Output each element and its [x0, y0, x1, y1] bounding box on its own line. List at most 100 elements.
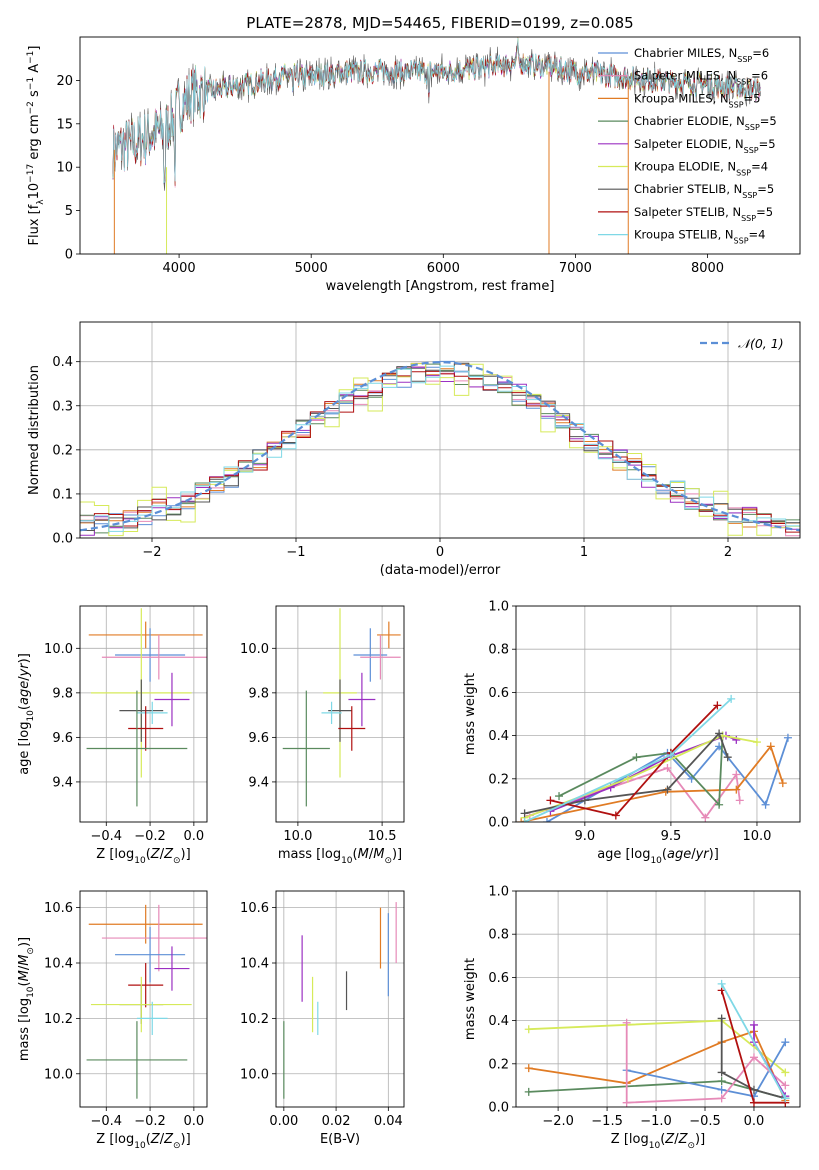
panel-weight_vs_Z: −2.0 −1.5 −1.0 −0.5 0.0 0.0 0.2 0.4 0.6 0.8 1.0 Z [… — [463, 885, 801, 1151]
weight-marker-kroupa_elodie — [781, 1068, 790, 1077]
spectrum-legend: Chabrier MILES, NSSP=6 Salpeter MILES, NS… — [598, 46, 777, 245]
x-tick-label: 7000 — [559, 261, 592, 276]
axes-frame — [79, 36, 801, 255]
legend-label: Kroupa STELIB, NSSP=4 — [634, 228, 765, 246]
x-tick-label: 2 — [724, 545, 732, 560]
panel-age_vs_Z: −0.4 −0.2 0.0 9.4 9.6 9.8 10.0 Z [log10(Z/Z⊙)] a… — [17, 605, 208, 866]
y-tick-label: 10.6 — [240, 901, 269, 916]
y-tick-label: 0 — [65, 248, 73, 263]
y-tick-label: 9.8 — [52, 686, 73, 701]
y-tick-label: 10.0 — [44, 642, 73, 657]
weight-marker-salpeter_miles — [781, 1081, 790, 1090]
x-tick-label: −1.0 — [640, 1114, 672, 1129]
plot-area-mass_vs_Z — [80, 891, 207, 1107]
y-tick-label: 10.0 — [240, 1067, 269, 1082]
weight-series-salpeter_elodie — [550, 734, 737, 813]
weight-marker-kroupa_miles — [517, 818, 526, 822]
weight-marker-kroupa_stelib — [781, 1094, 790, 1103]
y-axis-label: age [log10(age/yr)] — [17, 653, 36, 775]
weight-marker-salpeter_miles — [735, 796, 744, 805]
weight-marker-chabrier_stelib — [717, 1014, 726, 1023]
x-tick-label: 4000 — [163, 261, 196, 276]
weight-series-chabrier_miles — [546, 737, 789, 822]
y-axis-label: Flux [fλ10−17 erg cm−2 s−1 A−1] — [26, 46, 46, 246]
x-axis-label: Z [log10(Z/Z⊙)] — [96, 1132, 190, 1151]
weight-marker-kroupa_miles — [766, 742, 775, 751]
weight-marker-kroupa_miles — [732, 785, 741, 794]
x-tick-label: 5000 — [295, 261, 328, 276]
panel-spectrum: 4000 5000 6000 7000 8000 0 5 10 15 20 Chabrier MIL… — [26, 36, 801, 294]
y-tick-label: 20 — [56, 74, 73, 89]
panel-mass_vs_ebv: 0.00 0.02 0.04 10.0 10.2 10.4 10.6 E(B-V) — [240, 890, 405, 1147]
spectrum-series-kroupa_stelib — [112, 37, 761, 184]
weight-series-chabrier_elodie — [528, 1080, 786, 1100]
y-tick-label: 10.0 — [240, 642, 269, 657]
y-tick-label: 0.4 — [488, 729, 509, 744]
axes-frame — [275, 890, 405, 1108]
y-tick-label: 0.8 — [488, 643, 509, 658]
x-tick-label: 0.0 — [184, 829, 205, 844]
x-tick-label: 10.0 — [742, 829, 771, 844]
weight-series-kroupa_miles — [521, 744, 784, 822]
y-tick-label: 9.4 — [248, 775, 269, 790]
plot-area-age_vs_Z — [80, 606, 207, 822]
x-tick-label: 0.00 — [269, 1114, 298, 1129]
weight-series-chabrier_stelib — [720, 1018, 786, 1100]
y-tick-label: 0.4 — [52, 355, 73, 370]
weight-marker-kroupa_stelib — [666, 751, 675, 760]
y-tick-label: 0.2 — [52, 443, 73, 458]
legend-label: Salpeter STELIB, NSSP=5 — [634, 205, 773, 223]
weight-marker-chabrier_elodie — [632, 753, 641, 762]
y-tick-label: 0.6 — [488, 971, 509, 986]
y-tick-label: 5 — [65, 204, 73, 219]
weight-marker-kroupa_stelib — [717, 979, 726, 988]
panel-mass_vs_Z: −0.4 −0.2 0.0 10.0 10.2 10.4 10.6 Z [log10(Z/Z⊙… — [17, 890, 208, 1151]
weight-marker-kroupa_miles — [524, 1064, 533, 1073]
x-tick-label: 10.5 — [368, 829, 397, 844]
weight-marker-salpeter_elodie — [732, 735, 741, 744]
y-tick-label: 10 — [56, 161, 73, 176]
x-tick-label: 9.0 — [575, 829, 596, 844]
y-axis-label: Normed distribution — [27, 365, 42, 495]
spectrum-series-salpeter_elodie — [112, 40, 761, 185]
weight-marker-kroupa_stelib — [520, 818, 529, 822]
weight-marker-salpeter_miles — [732, 770, 741, 779]
weight-marker-salpeter_stelib — [713, 701, 722, 710]
x-tick-label: −2 — [142, 545, 161, 560]
x-tick-label: −0.5 — [689, 1114, 721, 1129]
plot-area-residuals — [80, 322, 800, 538]
x-tick-label: 10.0 — [283, 829, 312, 844]
weight-marker-chabrier_stelib — [580, 796, 589, 805]
plot-area-age_vs_mass — [276, 606, 404, 822]
weight-marker-salpeter_miles — [749, 1053, 758, 1062]
axes-frame — [515, 890, 801, 1108]
weight-marker-kroupa_miles — [778, 779, 787, 788]
weight-marker-chabrier_elodie — [715, 800, 724, 809]
weight-marker-kroupa_elodie — [623, 774, 632, 783]
y-axis-label: mass weight — [463, 673, 478, 755]
y-tick-label: 10.0 — [44, 1067, 73, 1082]
x-tick-label: 0.0 — [184, 1114, 205, 1129]
y-tick-label: 0.1 — [52, 487, 73, 502]
x-tick-label: −1 — [286, 545, 305, 560]
x-axis-label: mass [log10(M/M⊙)] — [278, 847, 402, 866]
panel-age_vs_mass: 10.0 10.5 9.4 9.6 9.8 10.0 mass [log10(M/M⊙)] — [240, 605, 405, 866]
y-tick-label: 9.6 — [52, 731, 73, 746]
weight-marker-chabrier_elodie — [555, 792, 564, 801]
weight-marker-chabrier_miles — [783, 733, 792, 742]
weight-marker-salpeter_miles — [701, 813, 710, 822]
y-tick-label: 15 — [56, 117, 73, 132]
x-axis-label: (data-model)/error — [380, 563, 501, 578]
y-tick-label: 0.6 — [488, 686, 509, 701]
legend-label: Kroupa ELODIE, NSSP=4 — [634, 160, 768, 178]
weight-marker-chabrier_miles — [781, 1038, 790, 1047]
weight-marker-salpeter_miles — [717, 1094, 726, 1103]
plot-area-spectrum — [112, 37, 761, 254]
weight-marker-salpeter_stelib — [611, 811, 620, 820]
weight-series-kroupa_stelib — [720, 983, 787, 1099]
weight-marker-salpeter_stelib — [749, 1098, 758, 1107]
y-tick-label: 0.2 — [488, 1057, 509, 1072]
y-tick-label: 10.6 — [44, 901, 73, 916]
